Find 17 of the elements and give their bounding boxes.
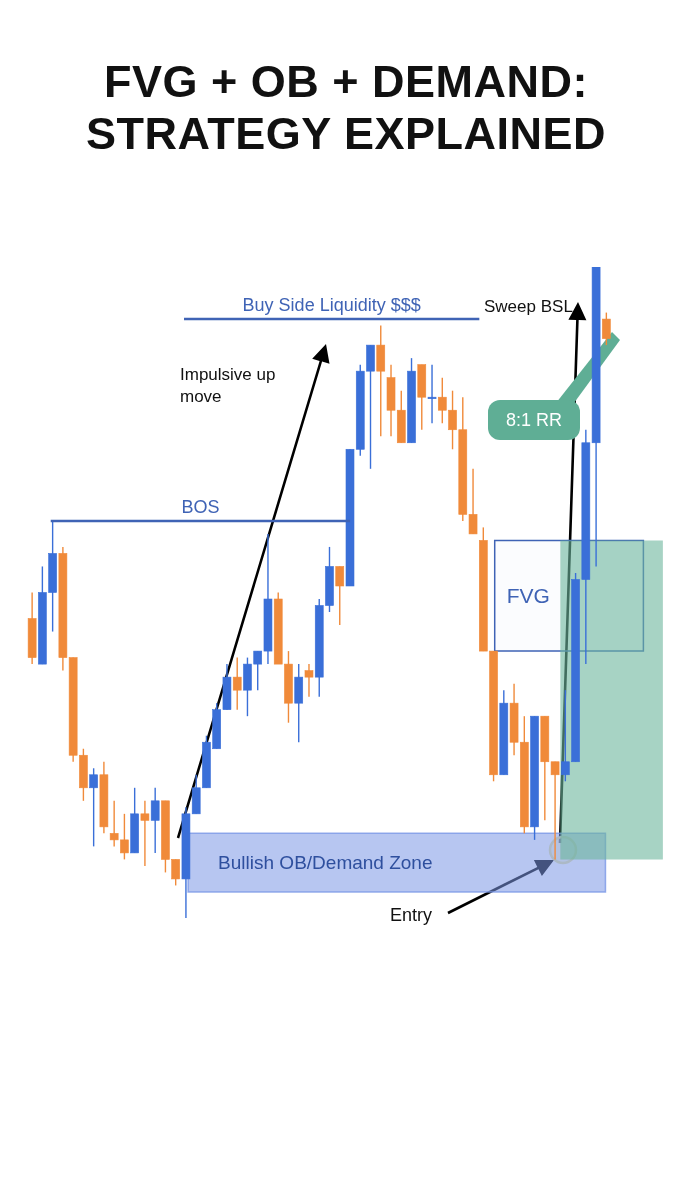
candlestick <box>335 565 345 626</box>
annotation: Entry <box>390 904 433 926</box>
band-label: FVG <box>506 584 550 608</box>
candlestick <box>304 663 314 698</box>
band-label: Bullish OB/Demand Zone <box>218 852 433 874</box>
candlestick <box>602 311 611 346</box>
candlestick <box>427 363 437 424</box>
candlestick <box>140 800 150 867</box>
ref-line-label: Buy Side Liquidity $$$ <box>242 295 421 316</box>
annotation: Impulsive up move <box>180 364 277 408</box>
ref-line-label: BOS <box>181 496 220 517</box>
annotation: Sweep BSL <box>484 296 574 318</box>
annotation: 8:1 RR <box>488 400 580 440</box>
candlestick <box>89 767 98 848</box>
candlestick <box>232 656 242 711</box>
chart-title: FVG + OB + DEMAND: STRATEGY EXPLAINED <box>85 56 607 160</box>
candlestick <box>150 787 160 854</box>
